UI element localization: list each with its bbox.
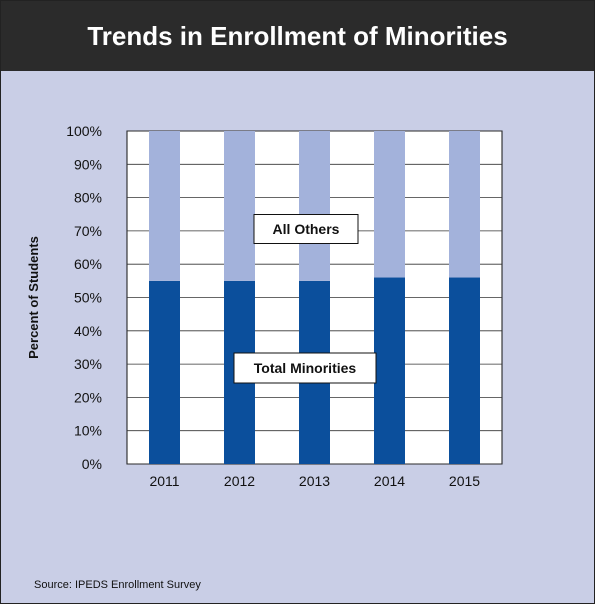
y-tick-label: 50% — [74, 290, 102, 306]
x-tick-label: 2013 — [299, 473, 330, 489]
y-tick-label: 30% — [74, 356, 102, 372]
bar-all-others — [299, 131, 330, 281]
x-axis-ticks: 2011 2012 2013 2014 2015 — [149, 473, 480, 489]
y-tick-label: 70% — [74, 223, 102, 239]
x-tick-label: 2015 — [449, 473, 480, 489]
y-tick-label: 60% — [74, 256, 102, 272]
bar-total-minorities — [374, 277, 405, 464]
bar-all-others — [449, 131, 480, 278]
bar-all-others — [224, 131, 255, 281]
source-note: Source: IPEDS Enrollment Survey — [34, 579, 201, 591]
annotation-total-minorities: Total Minorities — [233, 352, 377, 384]
bar-total-minorities — [149, 280, 180, 464]
y-tick-label: 80% — [74, 190, 102, 206]
y-axis-ticks: 0% 10% 20% 30% 40% 50% 60% 70% 80% 90% 100% — [66, 123, 102, 472]
y-tick-label: 40% — [74, 323, 102, 339]
x-tick-label: 2014 — [374, 473, 405, 489]
annotation-all-others: All Others — [253, 214, 359, 244]
bar-all-others — [149, 131, 180, 281]
chart-title: Trends in Enrollment of Minorities — [1, 1, 594, 71]
y-tick-label: 20% — [74, 389, 102, 405]
y-axis-label: Percent of Students — [26, 236, 41, 359]
annotation-all-others-text: All Others — [273, 221, 340, 237]
x-tick-label: 2011 — [149, 473, 179, 489]
y-tick-label: 100% — [66, 123, 102, 139]
bar-all-others — [374, 131, 405, 278]
y-tick-label: 0% — [82, 456, 102, 472]
y-tick-label: 10% — [74, 423, 102, 439]
bar-total-minorities — [449, 277, 480, 464]
x-tick-label: 2012 — [224, 473, 255, 489]
annotation-total-minorities-text: Total Minorities — [254, 360, 357, 376]
y-tick-label: 90% — [74, 156, 102, 172]
